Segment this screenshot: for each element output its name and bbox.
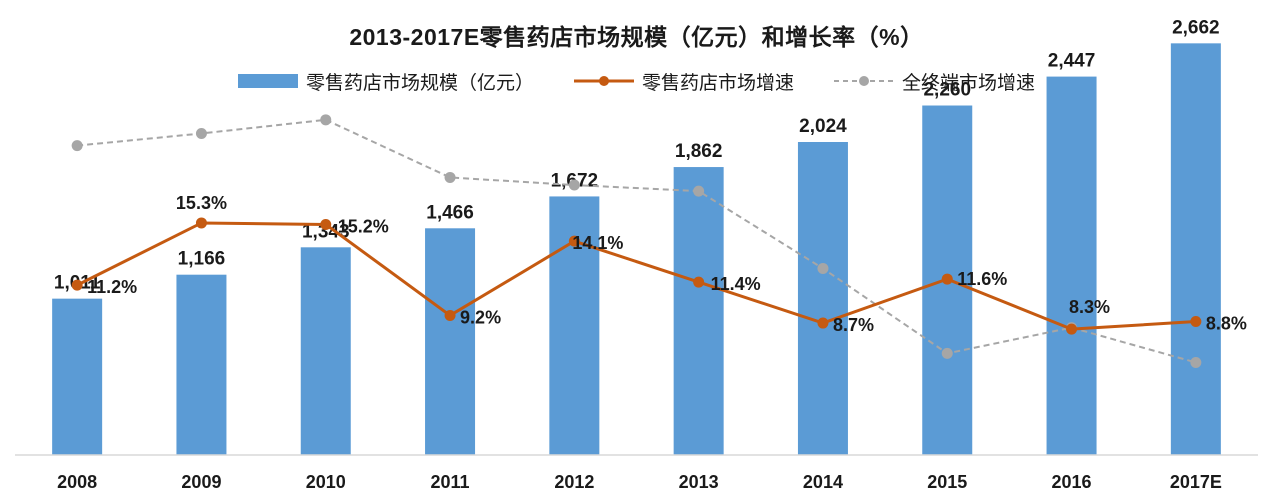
point-terminal-2017E xyxy=(1190,356,1202,368)
bar-label-2011: 1,466 xyxy=(426,202,474,223)
bar-2016 xyxy=(1046,76,1097,455)
retail-growth-label-2012: 14.1% xyxy=(572,233,623,253)
legend: 零售药店市场规模（亿元） 零售药店市场增速 全终端市场增速 xyxy=(0,66,1273,96)
retail-growth-label-2015: 11.6% xyxy=(957,269,1007,289)
retail-growth-label-2011: 9.2% xyxy=(460,307,501,327)
x-tick-label-2012: 2012 xyxy=(554,472,594,492)
legend-swatch-bar xyxy=(237,74,298,88)
retail-growth-label-2010: 15.2% xyxy=(338,216,389,236)
legend-item-terminal-growth: 全终端市场增速 xyxy=(834,68,1035,95)
retail-growth-label-2016: 8.3% xyxy=(1069,297,1110,317)
point-terminal-2012 xyxy=(568,179,580,191)
bar-2017E xyxy=(1170,43,1221,456)
legend-swatch-terminal-line xyxy=(834,76,894,86)
bar-2008 xyxy=(52,298,103,455)
retail-growth-label-2009: 15.3% xyxy=(176,193,227,213)
chart-title: 2013-2017E零售药店市场规模（亿元）和增长率（%） xyxy=(349,24,924,50)
bar-2010 xyxy=(300,247,351,455)
x-tick-label-2017E: 2017E xyxy=(1170,472,1222,492)
point-terminal-2010 xyxy=(320,114,332,126)
bar-label-2010: 1,343 xyxy=(302,221,350,242)
point-retail-2017E xyxy=(1190,316,1202,328)
retail-growth-label-2014: 8.7% xyxy=(833,315,874,335)
point-terminal-2011 xyxy=(444,171,456,183)
point-retail-2009 xyxy=(195,217,207,229)
point-retail-2016 xyxy=(1066,323,1078,335)
series-line-terminal-growth xyxy=(77,118,1197,364)
point-retail-2010 xyxy=(320,218,332,230)
x-tick-label-2016: 2016 xyxy=(1052,472,1092,492)
point-retail-2014 xyxy=(817,317,829,329)
point-terminal-2009 xyxy=(195,127,207,139)
point-retail-2008 xyxy=(71,279,83,291)
bar-label-2017E: 2,662 xyxy=(1172,17,1220,38)
bar-2011 xyxy=(425,228,476,455)
x-tick-label-2014: 2014 xyxy=(803,472,843,492)
legend-swatch-retail-line xyxy=(573,76,634,86)
legend-label-retail-growth: 零售药店市场增速 xyxy=(641,72,794,94)
x-tick-label-2015: 2015 xyxy=(927,472,967,492)
point-terminal-2015 xyxy=(941,347,953,359)
bar-label-2013: 1,862 xyxy=(675,141,723,162)
bar-label-2015: 2,260 xyxy=(923,80,971,101)
bar-label-2016: 2,447 xyxy=(1048,51,1096,72)
bar-2014 xyxy=(797,142,848,455)
point-terminal-2014 xyxy=(817,262,829,274)
series-line-retail-growth xyxy=(76,221,1196,331)
legend-label-market-size: 零售药店市场规模（亿元） xyxy=(305,72,534,94)
point-retail-2013 xyxy=(693,276,705,288)
bar-label-2009: 1,166 xyxy=(178,249,226,270)
bar-label-2014: 2,024 xyxy=(799,116,847,137)
point-retail-2015 xyxy=(941,273,953,285)
bar-2009 xyxy=(176,274,227,455)
retail-growth-label-2008: 11.2% xyxy=(87,277,137,297)
retail-growth-label-2017E: 8.8% xyxy=(1206,314,1247,334)
x-tick-label-2010: 2010 xyxy=(306,472,346,492)
point-retail-2011 xyxy=(444,309,456,321)
legend-item-market-size: 零售药店市场规模（亿元） xyxy=(237,68,534,95)
point-terminal-2008 xyxy=(71,140,83,152)
legend-label-terminal-growth: 全终端市场增速 xyxy=(902,72,1036,94)
point-terminal-2013 xyxy=(693,185,705,197)
point-retail-2012 xyxy=(568,235,580,247)
legend-item-retail-growth: 零售药店市场增速 xyxy=(573,68,794,95)
x-tick-label-2011: 2011 xyxy=(431,472,470,492)
bar-2013 xyxy=(673,167,724,455)
x-tick-label-2008: 2008 xyxy=(57,472,97,492)
x-tick-label-2013: 2013 xyxy=(679,472,719,492)
retail-growth-label-2013: 11.4% xyxy=(711,274,761,294)
x-tick-label-2009: 2009 xyxy=(181,472,221,492)
